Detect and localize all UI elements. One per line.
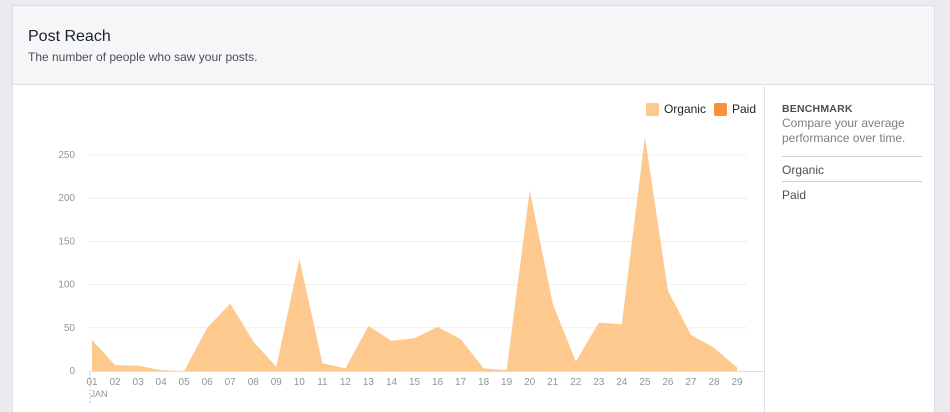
x-tick-label: 21 xyxy=(547,377,559,388)
x-tick-label: 18 xyxy=(478,377,490,388)
benchmark-description: Compare your average performance over ti… xyxy=(782,116,906,145)
legend-label-organic: Organic xyxy=(663,102,706,116)
x-tick-label: 04 xyxy=(156,377,168,388)
x-month-label: JAN xyxy=(90,389,107,399)
reach-chart: 0 50 100 150 200 250 01 02 03 04 05 06 07 08 09 10 11 12 1… xyxy=(58,136,767,403)
y-tick-label: 200 xyxy=(58,193,75,204)
benchmark-title: BENCHMARK xyxy=(782,103,853,115)
x-tick-label: 14 xyxy=(386,377,398,388)
x-tick-label: 25 xyxy=(639,377,651,388)
x-tick-label: 23 xyxy=(593,377,605,388)
x-tick-label: 08 xyxy=(248,377,260,388)
y-tick-label: 100 xyxy=(58,280,75,291)
y-tick-label: 0 xyxy=(69,366,75,377)
x-tick-label: 07 xyxy=(225,377,237,388)
x-tick-label: 06 xyxy=(202,377,214,388)
x-tick-label: 09 xyxy=(271,377,283,388)
page-title: Post Reach xyxy=(28,28,111,45)
y-tick-label: 50 xyxy=(64,323,76,334)
page-subtitle: The number of people who saw your posts. xyxy=(28,50,258,64)
x-tick-label: 02 xyxy=(109,377,121,388)
x-tick-label: 17 xyxy=(455,377,467,388)
x-tick-label: 10 xyxy=(294,377,306,388)
post-reach-card: Post Reach The number of people who saw … xyxy=(12,5,935,412)
y-tick-label: 150 xyxy=(58,236,75,247)
organic-swatch xyxy=(645,102,659,116)
legend-label-paid: Paid xyxy=(731,102,756,116)
x-tick-label: 05 xyxy=(179,377,191,388)
x-tick-label: 19 xyxy=(501,377,513,388)
x-tick-label: 11 xyxy=(317,377,328,388)
legend-item-organic[interactable]: Organic xyxy=(645,102,706,116)
x-tick-label: 22 xyxy=(570,377,582,388)
legend-item-paid[interactable]: Paid xyxy=(713,102,756,116)
x-tick-label: 03 xyxy=(133,377,145,388)
x-tick-label: 15 xyxy=(409,377,421,388)
x-tick-label: 16 xyxy=(432,377,444,388)
card-header: Post Reach The number of people who saw … xyxy=(13,6,934,85)
benchmark-panel: BENCHMARK Compare your average performan… xyxy=(764,86,936,412)
x-tick-label: 29 xyxy=(731,377,743,388)
chart-area: Organic Paid 0 50 100 150 200 250 01 02 03 04 05 06… xyxy=(13,86,767,412)
x-tick-label: 27 xyxy=(685,377,697,388)
series-area-organic xyxy=(92,136,737,371)
benchmark-item-paid[interactable]: Paid xyxy=(782,181,922,206)
x-tick-label: 20 xyxy=(524,377,536,388)
x-tick-label: 13 xyxy=(363,377,375,388)
x-tick-label: 01 xyxy=(86,377,98,388)
chart-legend: Organic Paid xyxy=(638,102,756,116)
x-tick-label: 12 xyxy=(340,377,352,388)
x-tick-label: 28 xyxy=(708,377,720,388)
benchmark-item-organic[interactable]: Organic xyxy=(782,156,922,181)
x-tick-label: 26 xyxy=(662,377,674,388)
paid-swatch xyxy=(713,102,727,116)
y-tick-label: 250 xyxy=(58,150,75,161)
x-tick-label: 24 xyxy=(616,377,628,388)
